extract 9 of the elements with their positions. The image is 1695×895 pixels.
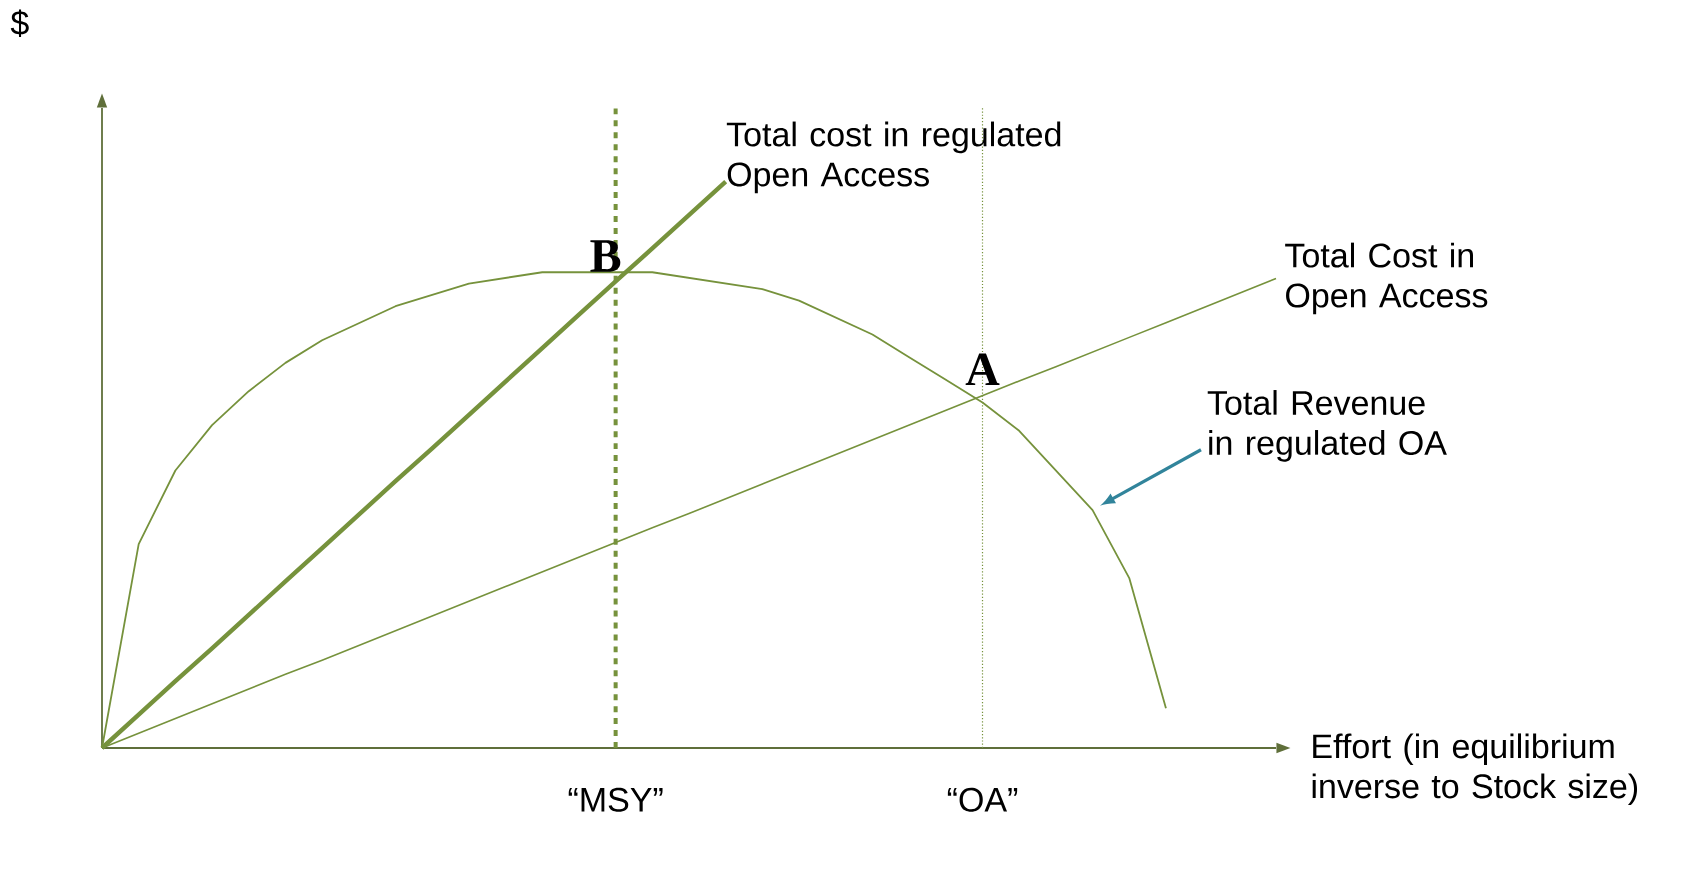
annotation: A <box>965 353 1000 386</box>
y-axis-title: $ <box>10 9 29 37</box>
text: Total Revenue in regulated OA <box>1207 390 1447 462</box>
x-axis-title: Effort (in equilibrium inverse to Stock size) <box>1312 733 1638 806</box>
x-tick-label: “MSY” <box>568 787 663 812</box>
series-label: Total Cost in Open Access <box>1285 242 1488 315</box>
series-label: Total cost in regulated Open Access <box>726 121 1061 194</box>
x-tick-label: “OA” <box>947 787 1018 812</box>
annotation: B <box>590 240 621 272</box>
